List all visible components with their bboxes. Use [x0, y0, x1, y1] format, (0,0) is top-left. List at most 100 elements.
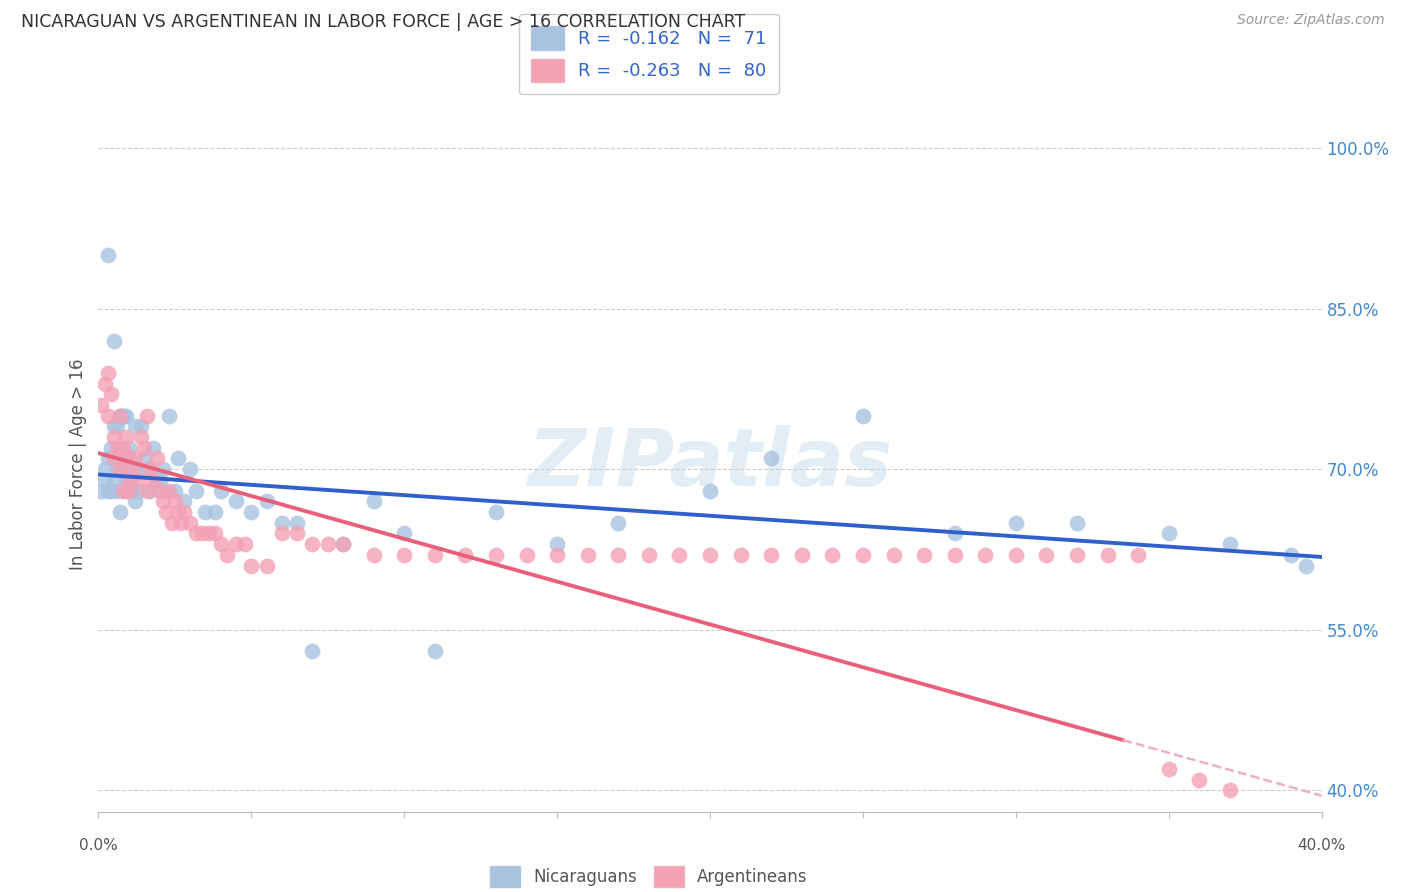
Point [167, 505, 190, 519]
Point [139, 483, 162, 498]
Point [186, 526, 208, 541]
Point [90, 398, 112, 412]
Text: 0.0%: 0.0% [79, 838, 118, 854]
Point [576, 548, 599, 562]
Point [423, 644, 446, 658]
Point [108, 505, 131, 519]
Point [225, 537, 247, 551]
Point [163, 494, 186, 508]
Point [301, 644, 323, 658]
Point [127, 483, 149, 498]
Point [270, 526, 292, 541]
Point [163, 483, 186, 498]
Point [943, 548, 966, 562]
Point [115, 409, 138, 423]
Point [173, 505, 195, 519]
Point [103, 334, 125, 348]
Point [136, 462, 159, 476]
Point [363, 548, 385, 562]
Point [124, 419, 146, 434]
Point [124, 451, 146, 466]
Point [152, 462, 174, 476]
Point [852, 548, 875, 562]
Point [215, 548, 238, 562]
Point [301, 537, 323, 551]
Point [170, 516, 193, 530]
Point [546, 537, 568, 551]
Point [209, 483, 232, 498]
Point [142, 473, 165, 487]
Point [155, 483, 177, 498]
Point [233, 537, 256, 551]
Point [668, 548, 690, 562]
Point [256, 494, 278, 508]
Point [129, 419, 152, 434]
Point [179, 462, 201, 476]
Legend: Nicaraguans, Argentineans: Nicaraguans, Argentineans [484, 859, 814, 892]
Point [186, 483, 208, 498]
Point [204, 526, 226, 541]
Point [97, 366, 120, 380]
Point [115, 473, 138, 487]
Point [155, 505, 177, 519]
Point [546, 548, 568, 562]
Point [149, 473, 172, 487]
Point [103, 473, 125, 487]
Point [332, 537, 354, 551]
Point [1066, 548, 1088, 562]
Point [134, 441, 156, 455]
Point [145, 451, 167, 466]
Text: NICARAGUAN VS ARGENTINEAN IN LABOR FORCE | AGE > 16 CORRELATION CHART: NICARAGUAN VS ARGENTINEAN IN LABOR FORCE… [21, 13, 745, 31]
Point [516, 548, 538, 562]
Point [1066, 516, 1088, 530]
Point [118, 451, 141, 466]
Point [100, 387, 122, 401]
Point [699, 483, 721, 498]
Point [111, 441, 134, 455]
Point [124, 462, 146, 476]
Point [821, 548, 844, 562]
Point [943, 526, 966, 541]
Point [118, 473, 141, 487]
Point [115, 451, 138, 466]
Point [108, 409, 131, 423]
Point [637, 548, 661, 562]
Point [157, 409, 180, 423]
Point [974, 548, 997, 562]
Point [363, 494, 385, 508]
Point [607, 516, 630, 530]
Point [1157, 762, 1180, 776]
Point [100, 483, 122, 498]
Text: 40.0%: 40.0% [1298, 838, 1346, 854]
Point [90, 483, 112, 498]
Point [111, 462, 134, 476]
Point [103, 419, 125, 434]
Point [454, 548, 477, 562]
Point [194, 505, 217, 519]
Point [240, 558, 263, 573]
Point [485, 548, 508, 562]
Point [179, 516, 201, 530]
Point [730, 548, 752, 562]
Point [392, 526, 416, 541]
Point [105, 483, 128, 498]
Point [100, 441, 122, 455]
Point [127, 473, 149, 487]
Point [97, 409, 120, 423]
Point [145, 473, 167, 487]
Point [1128, 548, 1150, 562]
Point [191, 526, 214, 541]
Point [93, 376, 115, 391]
Point [285, 516, 308, 530]
Point [111, 409, 134, 423]
Point [124, 494, 146, 508]
Text: Source: ZipAtlas.com: Source: ZipAtlas.com [1237, 13, 1385, 28]
Point [111, 483, 134, 498]
Point [1279, 548, 1302, 562]
Point [152, 494, 174, 508]
Point [118, 483, 141, 498]
Point [759, 451, 782, 466]
Point [392, 548, 416, 562]
Point [699, 548, 721, 562]
Point [1004, 516, 1026, 530]
